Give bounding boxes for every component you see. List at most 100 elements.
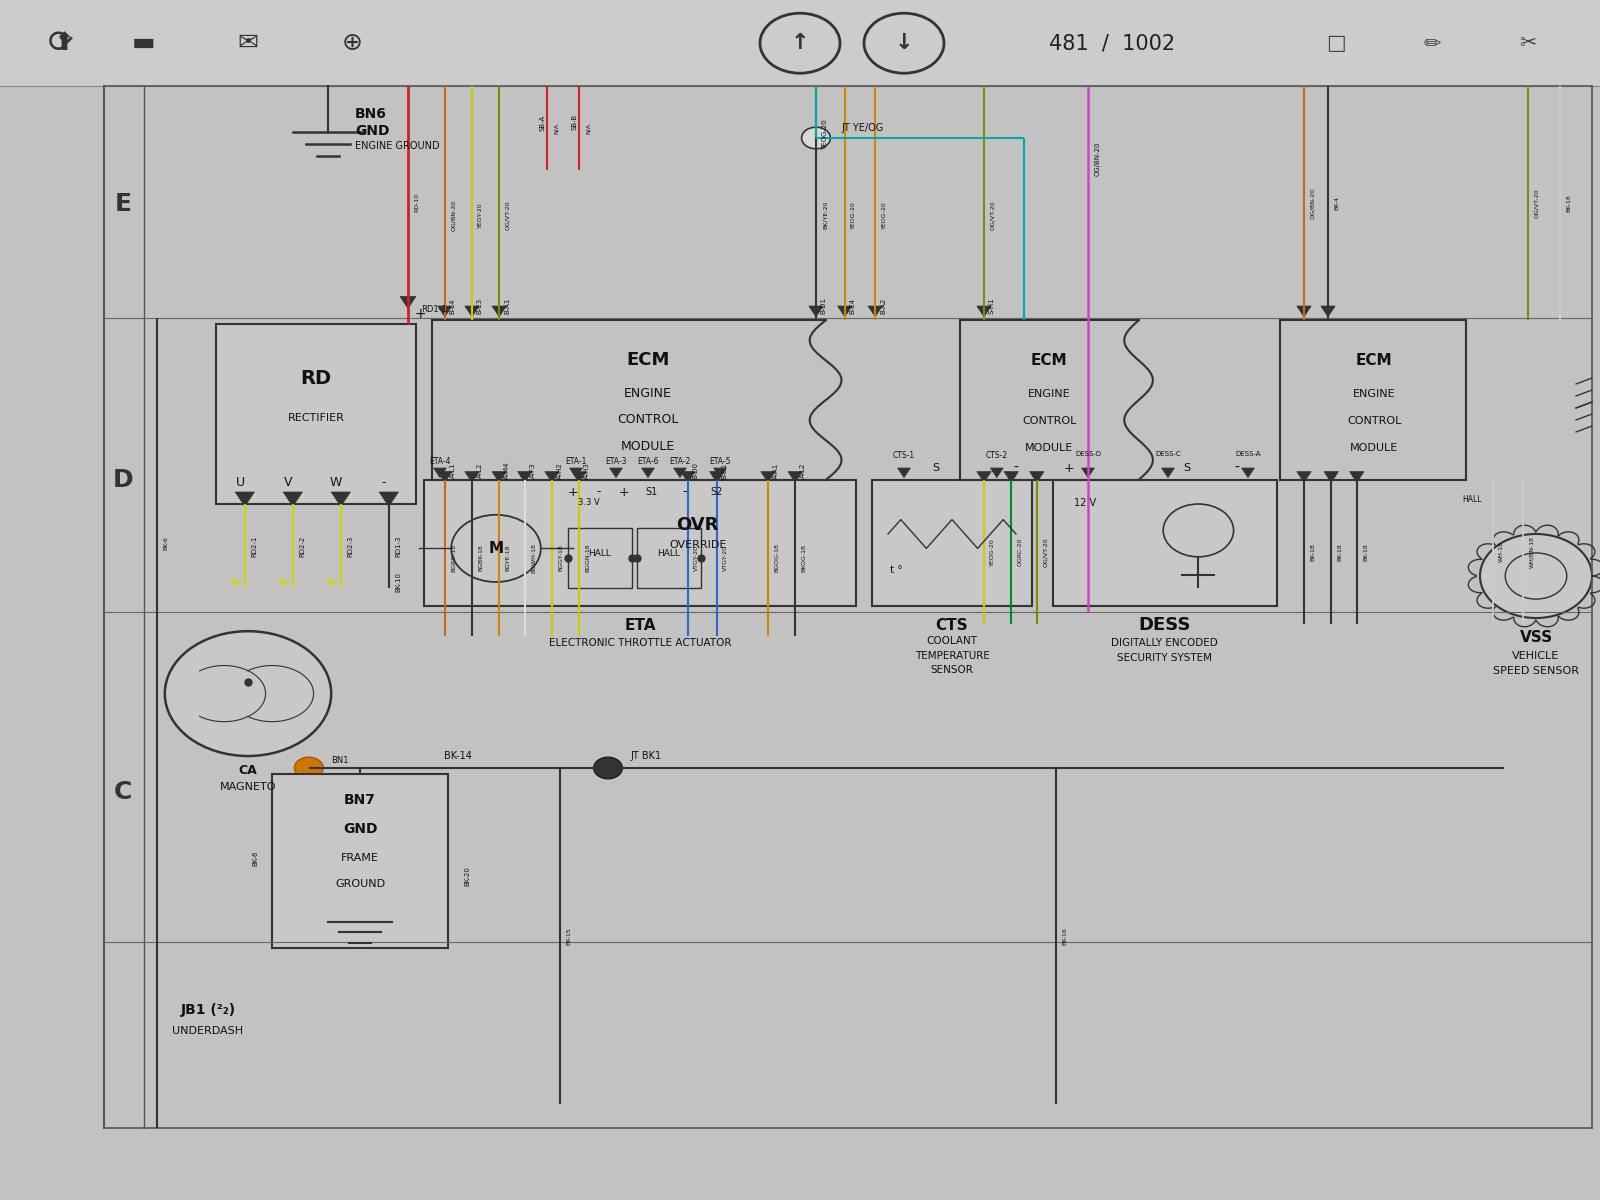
Text: D: D	[114, 468, 133, 492]
Text: ETA-5: ETA-5	[709, 456, 731, 466]
Polygon shape	[642, 468, 654, 478]
Polygon shape	[493, 306, 506, 317]
Text: BGYE-18: BGYE-18	[506, 545, 510, 571]
Text: ⬆: ⬆	[53, 31, 75, 55]
Text: ✂: ✂	[1520, 34, 1536, 53]
Text: DESS-D: DESS-D	[1075, 450, 1101, 456]
Text: BK-14: BK-14	[445, 751, 472, 761]
Polygon shape	[331, 492, 350, 506]
Text: CTS-2: CTS-2	[986, 451, 1008, 461]
Text: OG/VT-20: OG/VT-20	[1043, 538, 1048, 566]
Text: BK-18: BK-18	[1310, 544, 1315, 560]
Polygon shape	[379, 492, 398, 506]
Text: BK-10: BK-10	[395, 572, 402, 592]
Text: ⟳: ⟳	[48, 29, 74, 58]
Text: -: -	[1013, 461, 1019, 475]
Polygon shape	[674, 468, 686, 478]
Text: CA: CA	[238, 764, 258, 778]
Text: OGRC-20: OGRC-20	[1018, 538, 1022, 566]
Text: W: W	[330, 476, 342, 488]
Text: OVERRIDE: OVERRIDE	[669, 540, 726, 551]
Circle shape	[802, 127, 830, 149]
Text: HALL: HALL	[658, 548, 680, 558]
Polygon shape	[810, 306, 822, 317]
Text: GROUND: GROUND	[334, 880, 386, 889]
Text: ▬: ▬	[133, 31, 155, 55]
Text: ETA-4: ETA-4	[429, 456, 451, 466]
Text: BGGY-18: BGGY-18	[558, 545, 563, 571]
Text: BKOG-18: BKOG-18	[802, 544, 806, 572]
Text: ETA: ETA	[624, 618, 656, 634]
Text: □: □	[1326, 34, 1346, 53]
Polygon shape	[838, 306, 851, 317]
Text: MAGNETO: MAGNETO	[219, 781, 277, 792]
Polygon shape	[710, 472, 723, 482]
Text: OG/VT-20: OG/VT-20	[1534, 188, 1539, 218]
Text: ⊕: ⊕	[341, 31, 363, 55]
Circle shape	[1480, 534, 1592, 618]
FancyBboxPatch shape	[637, 528, 701, 588]
Text: ELECTRONIC THROTTLE ACTUATOR: ELECTRONIC THROTTLE ACTUATOR	[549, 637, 731, 648]
Text: GND: GND	[342, 822, 378, 836]
FancyBboxPatch shape	[568, 528, 632, 588]
Circle shape	[594, 757, 622, 779]
Text: VSS: VSS	[1520, 630, 1552, 646]
Polygon shape	[1005, 472, 1018, 482]
Polygon shape	[1350, 472, 1363, 482]
Text: WH-18: WH-18	[1499, 541, 1504, 563]
Text: S-H1: S-H1	[989, 298, 995, 314]
Text: S: S	[933, 463, 939, 473]
Text: DESS-A: DESS-A	[1235, 450, 1261, 456]
Text: B-E4: B-E4	[850, 298, 856, 314]
Polygon shape	[990, 468, 1003, 478]
Text: JT BK1: JT BK1	[630, 751, 661, 761]
Text: GND: GND	[355, 124, 390, 138]
Text: A-L2: A-L2	[477, 463, 483, 478]
Text: WH/BN-18: WH/BN-18	[1530, 536, 1534, 568]
Text: A-L1: A-L1	[450, 463, 456, 478]
Text: U: U	[235, 476, 245, 488]
Text: VTGY-20: VTGY-20	[694, 545, 699, 571]
Text: HALL: HALL	[589, 548, 611, 558]
Text: SPEED SENSOR: SPEED SENSOR	[1493, 666, 1579, 677]
Text: ↓: ↓	[894, 34, 914, 53]
Text: -: -	[683, 486, 686, 498]
Text: CTS-1: CTS-1	[893, 451, 915, 461]
Text: YE: YE	[229, 578, 240, 588]
Text: C: C	[114, 780, 133, 804]
Circle shape	[451, 515, 541, 582]
Polygon shape	[283, 492, 302, 506]
Text: YEOG-20: YEOG-20	[990, 538, 995, 566]
Text: A-H2: A-H2	[557, 462, 563, 479]
Text: t °: t °	[890, 565, 902, 575]
Text: YEOG-20: YEOG-20	[851, 202, 856, 229]
FancyBboxPatch shape	[272, 774, 448, 948]
Text: BGBK-18: BGBK-18	[478, 545, 483, 571]
Text: RD1-1: RD1-1	[421, 305, 446, 314]
Text: RD2-2: RD2-2	[299, 535, 306, 557]
Text: ENGINE: ENGINE	[624, 388, 672, 401]
Polygon shape	[1296, 472, 1310, 482]
Polygon shape	[610, 468, 622, 478]
Text: +: +	[568, 486, 578, 498]
Polygon shape	[493, 472, 506, 482]
Polygon shape	[544, 472, 560, 482]
Text: RD-10: RD-10	[414, 193, 419, 211]
FancyBboxPatch shape	[216, 324, 416, 504]
Text: SECURITY SYSTEM: SECURITY SYSTEM	[1117, 653, 1213, 664]
Text: CONTROL: CONTROL	[1022, 416, 1077, 426]
Text: ENGINE: ENGINE	[1027, 389, 1070, 398]
FancyBboxPatch shape	[1053, 480, 1277, 606]
Polygon shape	[1082, 468, 1094, 478]
Text: ENGINE: ENGINE	[1354, 389, 1395, 398]
Circle shape	[1163, 504, 1234, 557]
Text: E: E	[115, 192, 131, 216]
Text: A-M4: A-M4	[504, 462, 510, 479]
Text: YE: YE	[277, 578, 288, 588]
Text: DESS-C: DESS-C	[1155, 450, 1181, 456]
Polygon shape	[464, 472, 480, 482]
Text: ✉: ✉	[237, 31, 259, 55]
Text: ETA-2: ETA-2	[669, 456, 691, 466]
Text: VTGY-20: VTGY-20	[723, 545, 728, 571]
Text: S1: S1	[645, 487, 658, 497]
